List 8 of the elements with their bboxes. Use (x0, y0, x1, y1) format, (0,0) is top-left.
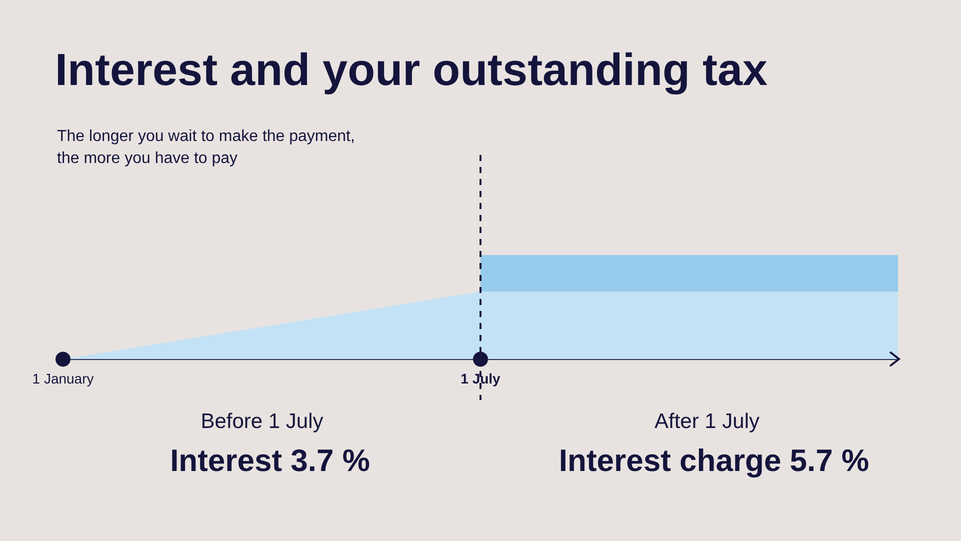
text: After 1 July (650, 410, 764, 434)
text: Interest charge 5.7 % (554, 443, 874, 479)
chart-title: Interest and your outstanding tax (55, 44, 768, 96)
text: Before 1 July (196, 410, 328, 434)
text: Interest 3.7 % (166, 443, 374, 479)
x-tick-label: 1 July (460, 370, 501, 386)
chart-subtitle: The longer you wait to make the payment, the more you have to pay (57, 127, 355, 169)
x-tick-label: 1 January (32, 370, 94, 386)
